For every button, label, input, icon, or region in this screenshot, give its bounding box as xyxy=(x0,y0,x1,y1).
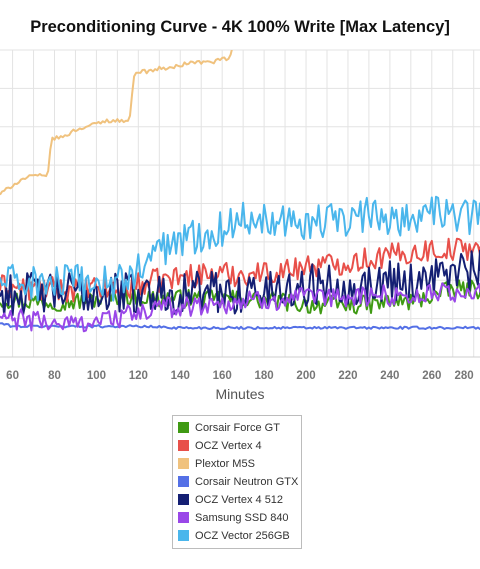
x-tick-label: 240 xyxy=(380,370,399,382)
legend-item[interactable]: Corsair Force GT xyxy=(178,420,280,435)
x-tick-label: 260 xyxy=(422,370,441,382)
legend-label: Samsung SSD 840 xyxy=(195,511,289,524)
legend-label: OCZ Vector 256GB xyxy=(195,529,290,542)
x-tick-label: 180 xyxy=(255,370,274,382)
x-tick-label: 100 xyxy=(87,370,106,382)
x-tick-label: 60 xyxy=(6,370,19,382)
x-axis-label: Minutes xyxy=(215,386,265,402)
x-tick-label: 80 xyxy=(48,370,61,382)
legend-label: Corsair Force GT xyxy=(195,421,280,434)
legend: Corsair Force GT OCZ Vertex 4 Plextor M5S C… xyxy=(172,415,302,549)
legend-item[interactable]: Plextor M5S xyxy=(178,456,255,471)
series-line-samsung-ssd-840 xyxy=(0,282,480,333)
series-lines xyxy=(0,50,480,333)
series-line-ocz-vector-256gb xyxy=(0,195,480,302)
x-tick-label: 220 xyxy=(338,370,357,382)
series-line-plextor-m5s xyxy=(0,50,233,196)
x-tick-label: 200 xyxy=(296,370,315,382)
series-line-corsair-neutron-gtx xyxy=(0,322,480,330)
legend-item[interactable]: Samsung SSD 840 xyxy=(178,510,289,525)
legend-swatch xyxy=(178,530,189,541)
legend-item[interactable]: OCZ Vector 256GB xyxy=(178,528,290,543)
legend-item[interactable]: Corsair Neutron GTX xyxy=(178,474,298,489)
legend-label: Plextor M5S xyxy=(195,457,255,470)
x-tick-label: 120 xyxy=(129,370,148,382)
legend-swatch xyxy=(178,512,189,523)
chart-title: Preconditioning Curve - 4K 100% Write [M… xyxy=(30,18,450,36)
legend-swatch xyxy=(178,494,189,505)
legend-swatch xyxy=(178,422,189,433)
x-tick-label: 280 xyxy=(455,370,474,382)
legend-swatch xyxy=(178,440,189,451)
legend-label: OCZ Vertex 4 512 xyxy=(195,493,284,506)
legend-label: Corsair Neutron GTX xyxy=(195,475,299,488)
legend-item[interactable]: OCZ Vertex 4 512 xyxy=(178,492,283,507)
legend-item[interactable]: OCZ Vertex 4 xyxy=(178,438,262,453)
x-tick-label: 140 xyxy=(171,370,190,382)
x-tick-label: 160 xyxy=(213,370,232,382)
legend-swatch xyxy=(178,476,189,487)
legend-label: OCZ Vertex 4 xyxy=(195,439,262,452)
x-tick-labels: 60 80 100 120 140 160 180 200 220 240 260 280 xyxy=(6,370,474,382)
legend-swatch xyxy=(178,458,189,469)
